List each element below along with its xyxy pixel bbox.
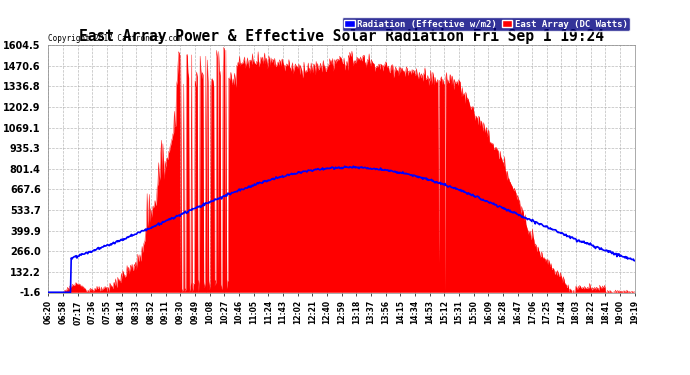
Text: Copyright 2017 Cartronics.com: Copyright 2017 Cartronics.com (48, 33, 182, 42)
Title: East Array Power & Effective Solar Radiation Fri Sep 1 19:24: East Array Power & Effective Solar Radia… (79, 28, 604, 44)
Legend: Radiation (Effective w/m2), East Array (DC Watts): Radiation (Effective w/m2), East Array (… (342, 17, 630, 31)
